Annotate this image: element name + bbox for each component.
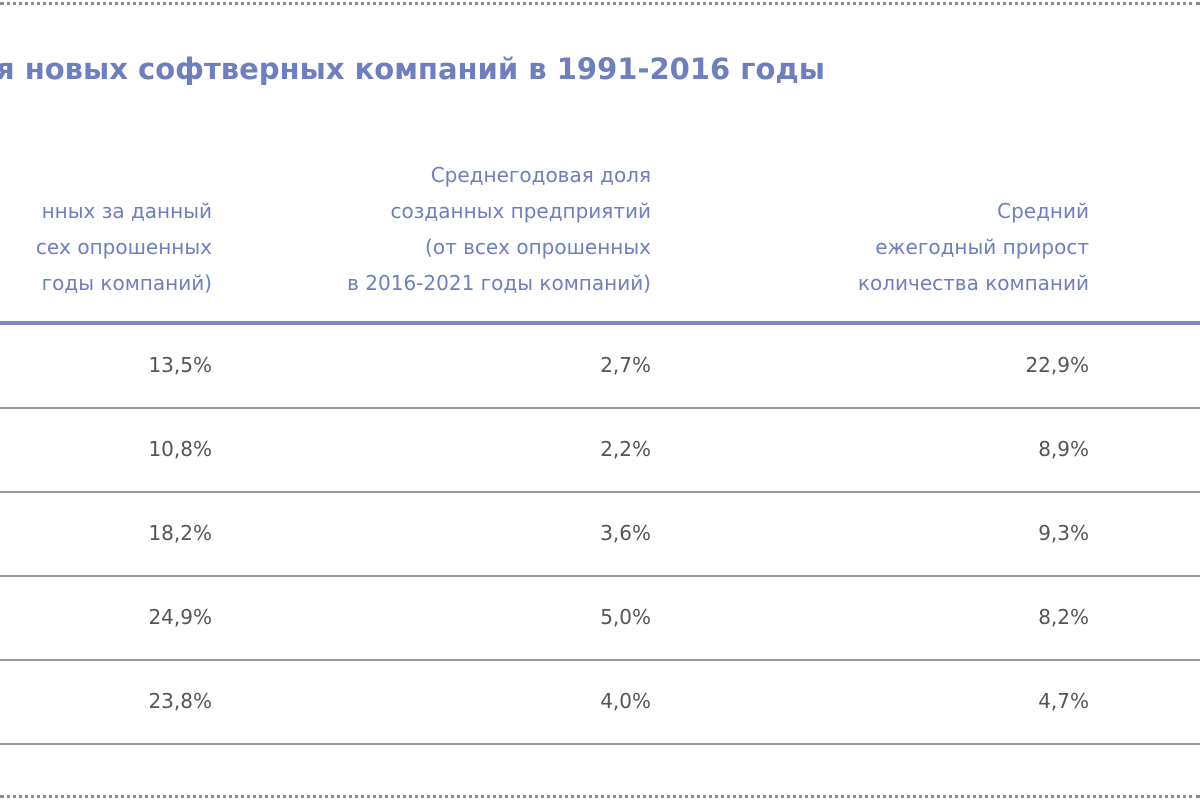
table-cell-annual-growth: 8,2%	[1038, 605, 1089, 629]
column-header-line: (от всех опрошенных	[425, 235, 651, 259]
table-cell-share-created: 13,5%	[148, 353, 212, 377]
column-header-line: в 2016-2021 годы компаний)	[347, 271, 651, 295]
column-header-line: ежегодный прирост	[875, 235, 1089, 259]
table-row: 23,8% 4,0% 4,7%	[0, 661, 1200, 745]
column-header-share-created: нных за данный сех опрошенных годы компа…	[36, 193, 212, 301]
table-cell-annual-share: 2,7%	[600, 353, 651, 377]
table-cell-annual-share: 2,2%	[600, 437, 651, 461]
table-row: 10,8% 2,2% 8,9%	[0, 409, 1200, 493]
table-cell-annual-share: 3,6%	[600, 521, 651, 545]
header-divider	[0, 321, 1200, 325]
column-header-line: годы компаний)	[41, 271, 212, 295]
table-row: 18,2% 3,6% 9,3%	[0, 493, 1200, 577]
table-cell-annual-share: 5,0%	[600, 605, 651, 629]
column-header-annual-growth: Средний ежегодный прирост количества ком…	[858, 193, 1089, 301]
column-header-line: сех опрошенных	[35, 235, 212, 259]
table-cell-annual-growth: 8,9%	[1038, 437, 1089, 461]
table-cell-annual-share: 4,0%	[600, 689, 651, 713]
column-header-line: количества компаний	[857, 271, 1089, 295]
top-dotted-border	[0, 2, 1200, 5]
table-cell-annual-growth: 9,3%	[1038, 521, 1089, 545]
table-cell-share-created: 23,8%	[148, 689, 212, 713]
table-cell-annual-growth: 22,9%	[1025, 353, 1089, 377]
table-row: 13,5% 2,7% 22,9%	[0, 325, 1200, 409]
column-header-line: нных за данный	[41, 199, 212, 223]
column-header-line: Средний	[997, 199, 1089, 223]
bottom-dotted-border	[0, 795, 1200, 798]
table-row: 24,9% 5,0% 8,2%	[0, 577, 1200, 661]
table-cell-share-created: 24,9%	[148, 605, 212, 629]
column-header-annual-share: Среднегодовая доля созданных предприятий…	[347, 157, 651, 301]
column-header-line: созданных предприятий	[390, 199, 651, 223]
table-cell-annual-growth: 4,7%	[1038, 689, 1089, 713]
table-title: я новых софтверных компаний в 1991-2016 …	[0, 52, 826, 86]
table-cell-share-created: 10,8%	[148, 437, 212, 461]
column-header-line: Среднегодовая доля	[430, 163, 651, 187]
table-cell-share-created: 18,2%	[148, 521, 212, 545]
